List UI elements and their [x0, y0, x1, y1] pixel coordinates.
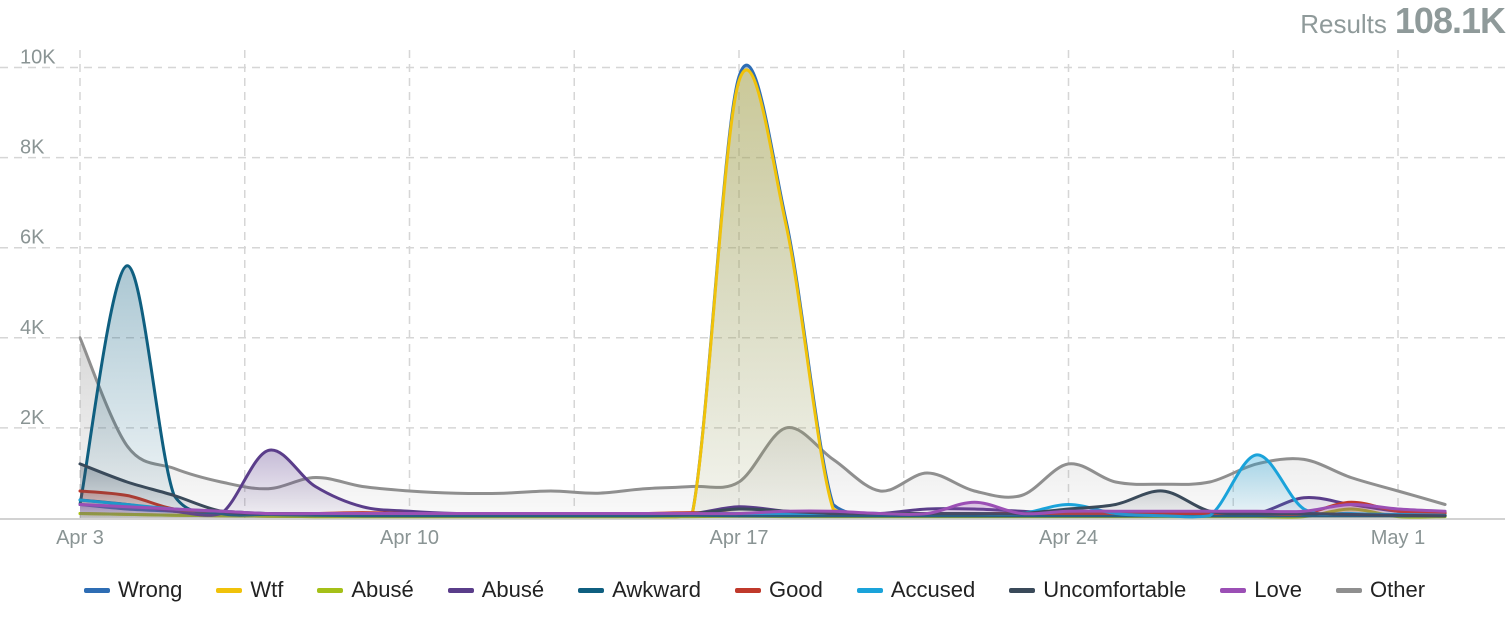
x-tick-label: Apr 10 — [380, 527, 439, 549]
series-area-wtf — [80, 69, 1446, 518]
legend-item-abus-[interactable]: Abusé — [317, 572, 414, 608]
legend-item-uncomfortable[interactable]: Uncomfortable — [1009, 572, 1186, 608]
y-tick-label: 2K — [20, 407, 45, 429]
legend-label: Accused — [890, 577, 976, 602]
x-tick-label: Apr 24 — [1039, 527, 1098, 549]
legend-label: Good — [769, 577, 823, 602]
legend-label: Abusé — [351, 577, 414, 602]
legend-label: Awkward — [612, 577, 701, 602]
results-value: 108.1K — [1394, 0, 1506, 41]
series-line-love — [78, 500, 1447, 516]
x-tick-label: Apr 17 — [710, 527, 769, 549]
legend-item-wrong[interactable]: Wrong — [83, 572, 183, 608]
legend-label: Abusé — [481, 577, 545, 602]
legend-label: Love — [1254, 577, 1303, 602]
legend-swatch — [1220, 587, 1247, 593]
results-summary: Results 108.1K — [1300, 0, 1506, 44]
legend-label: Other — [1370, 577, 1426, 602]
legend-swatch — [216, 587, 243, 593]
legend-item-other[interactable]: Other — [1336, 572, 1425, 608]
legend-label: Uncomfortable — [1043, 577, 1187, 602]
legend-item-wtf[interactable]: Wtf — [216, 572, 283, 608]
y-tick-label: 10K — [20, 47, 56, 69]
legend-label: Wtf — [250, 577, 284, 602]
x-tick-label: Apr 3 — [56, 527, 104, 549]
legend-item-love[interactable]: Love — [1220, 572, 1302, 608]
legend-swatch — [447, 587, 474, 593]
legend-swatch — [856, 587, 883, 593]
x-tick-label: May 1 — [1371, 527, 1425, 549]
legend-item-good[interactable]: Good — [735, 572, 823, 608]
y-tick-label: 8K — [20, 137, 45, 159]
legend-swatch — [317, 587, 344, 593]
chart-legend: Wrong Wtf Abusé Abusé Awkward Good Accused Unco… — [0, 572, 1509, 608]
legend-swatch — [83, 587, 110, 593]
y-tick-label: 6K — [20, 227, 45, 249]
legend-swatch — [1009, 587, 1036, 593]
legend-label: Wrong — [117, 577, 183, 602]
legend-item-accused[interactable]: Accused — [856, 572, 976, 608]
legend-swatch — [578, 587, 605, 593]
legend-swatch — [735, 587, 761, 593]
legend-item-awkward[interactable]: Awkward — [578, 572, 701, 608]
results-label: Results — [1300, 9, 1387, 39]
y-tick-label: 4K — [20, 317, 45, 339]
legend-item-abus-[interactable]: Abusé — [447, 572, 545, 608]
legend-swatch — [1336, 587, 1363, 593]
line-chart: 2K 4K 6K 8K 10K Apr 3 Apr 10 Apr 17 Apr 24 May 1 — [0, 47, 1505, 549]
